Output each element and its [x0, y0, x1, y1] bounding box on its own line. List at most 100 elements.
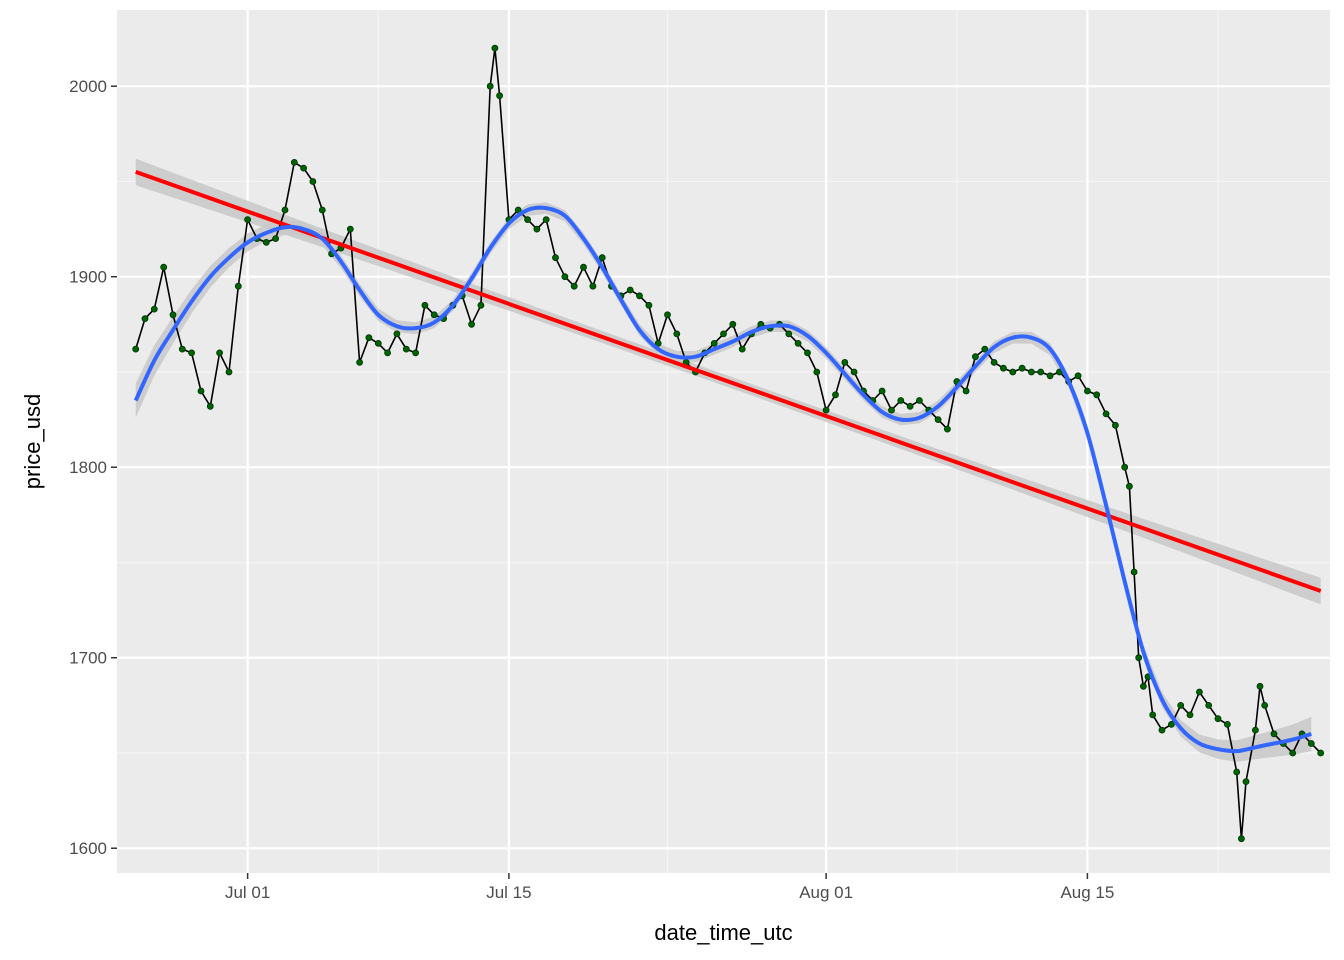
- price-point: [300, 164, 308, 172]
- price-point: [542, 216, 550, 224]
- price-point: [850, 368, 858, 376]
- x-axis-title: date_time_utc: [654, 920, 792, 945]
- y-tick-label: 1600: [69, 839, 107, 858]
- price-point: [234, 282, 242, 290]
- price-point: [421, 301, 429, 309]
- price-point: [720, 330, 727, 338]
- price-point: [1224, 721, 1231, 728]
- price-point: [1158, 726, 1166, 734]
- smooth-trend-band: [135, 202, 1312, 762]
- price-point: [944, 425, 951, 433]
- price-point: [888, 406, 895, 414]
- price-point: [1126, 482, 1133, 490]
- price-point: [533, 225, 541, 233]
- price-point: [580, 263, 587, 271]
- price-point: [1307, 740, 1315, 747]
- price-point: [206, 402, 214, 410]
- grid-minor: [117, 10, 1330, 873]
- price-point: [1289, 749, 1297, 757]
- price-point: [1102, 410, 1110, 418]
- price-point: [491, 44, 499, 52]
- price-point: [561, 273, 569, 281]
- price-point: [710, 339, 718, 347]
- price-point: [468, 320, 476, 328]
- price-point: [1028, 368, 1035, 376]
- price-point: [906, 402, 914, 410]
- price-point: [290, 158, 298, 166]
- price-point: [281, 206, 289, 214]
- price-point: [916, 397, 923, 404]
- price-point: [1186, 711, 1194, 719]
- price-point: [1205, 702, 1213, 709]
- price-point: [1149, 711, 1157, 719]
- price-point: [636, 292, 643, 300]
- price-point: [794, 339, 802, 347]
- price-point: [486, 82, 494, 90]
- y-tick-label: 1900: [69, 268, 107, 287]
- y-tick-label: 1800: [69, 458, 107, 477]
- trend-layer: [133, 170, 1322, 754]
- price-point: [1317, 749, 1325, 757]
- price-point: [430, 311, 438, 319]
- smooth-trend-line: [133, 205, 1312, 754]
- price-point: [962, 387, 970, 395]
- price-point: [589, 282, 597, 290]
- y-tick-label: 2000: [69, 77, 107, 96]
- price-point: [934, 416, 942, 424]
- price-point: [785, 330, 793, 338]
- x-tick-label: Aug 15: [1060, 883, 1114, 902]
- x-tick-label: Aug 01: [799, 883, 853, 902]
- price-point: [1196, 688, 1203, 696]
- price-point: [1135, 654, 1143, 662]
- price-point: [1074, 372, 1082, 380]
- price-point: [990, 358, 998, 366]
- price-point: [729, 320, 737, 328]
- price-point: [1046, 372, 1054, 380]
- price-point: [1233, 768, 1241, 776]
- price-point: [738, 345, 746, 353]
- price-point: [841, 358, 849, 366]
- price-point: [1084, 387, 1091, 395]
- price-point: [477, 301, 485, 309]
- price-point: [972, 353, 979, 361]
- price-point: [804, 349, 811, 357]
- price-point: [570, 282, 578, 290]
- price-point: [132, 345, 140, 353]
- price-point: [598, 254, 606, 262]
- price-point: [262, 238, 270, 246]
- price-point: [188, 349, 196, 357]
- price-point: [897, 397, 905, 404]
- x-tick-label: Jul 15: [486, 883, 531, 902]
- price-point: [1168, 721, 1175, 728]
- price-point: [813, 368, 821, 376]
- price-point: [1037, 368, 1045, 376]
- price-point: [822, 406, 830, 414]
- price-point: [346, 225, 354, 233]
- price-point: [160, 263, 168, 271]
- price-point: [496, 92, 504, 100]
- price-point: [1009, 368, 1017, 376]
- price-point: [654, 339, 662, 347]
- price-point: [1238, 835, 1245, 843]
- y-axis: 1600 1700 1800 1900 2000: [69, 77, 117, 858]
- plot-panel: [117, 10, 1330, 873]
- price-point: [1140, 682, 1147, 690]
- price-point: [309, 178, 317, 185]
- price-point: [1261, 702, 1269, 709]
- price-point: [402, 345, 410, 353]
- price-point: [552, 254, 559, 262]
- price-point: [1112, 421, 1119, 429]
- price-point: [374, 339, 382, 347]
- price-point: [318, 206, 326, 214]
- x-axis: Jul 01 Jul 15 Aug 01 Aug 15: [225, 873, 1114, 902]
- price-point: [225, 368, 233, 376]
- price-point: [141, 315, 149, 323]
- price-point: [832, 391, 839, 399]
- price-point: [878, 387, 886, 395]
- price-point: [1214, 715, 1222, 723]
- price-point: [272, 235, 280, 243]
- price-point: [1256, 682, 1264, 690]
- price-point: [981, 345, 989, 353]
- price-point: [178, 345, 186, 353]
